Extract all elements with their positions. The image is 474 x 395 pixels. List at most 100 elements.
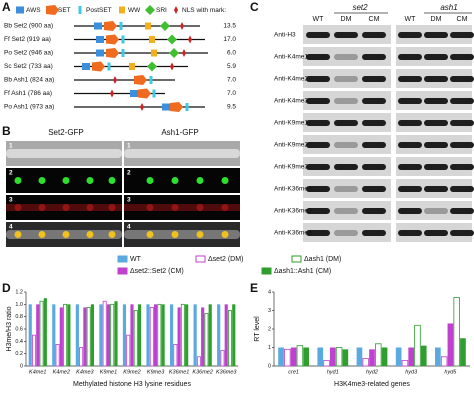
group-label: ash1 bbox=[440, 3, 457, 12]
legend-label: AWS bbox=[26, 7, 41, 14]
postset-domain bbox=[78, 6, 82, 14]
bar bbox=[408, 347, 415, 366]
bar bbox=[395, 347, 402, 366]
x-tick-label: hyd5 bbox=[444, 369, 457, 375]
bar bbox=[284, 348, 291, 367]
set-domain bbox=[92, 61, 105, 72]
bar bbox=[381, 347, 388, 366]
postset-domain bbox=[121, 49, 125, 57]
nucleus bbox=[62, 177, 70, 184]
bar bbox=[228, 310, 232, 367]
blot-band bbox=[398, 54, 422, 60]
blot-band bbox=[450, 54, 474, 60]
y-tick-label: 2 bbox=[268, 326, 271, 332]
blot-band bbox=[306, 164, 330, 170]
bar bbox=[169, 304, 174, 366]
ww-domain bbox=[149, 36, 155, 43]
y-tick-label: 0.6 bbox=[15, 326, 23, 332]
blot-band bbox=[398, 208, 422, 214]
row-number: 1 bbox=[9, 143, 13, 150]
nucleus bbox=[221, 177, 229, 184]
antibody-label: Anti-K36me2 bbox=[274, 208, 312, 215]
x-tick-label: K36me2 bbox=[192, 369, 213, 375]
blot-band bbox=[362, 164, 386, 170]
nucleus bbox=[62, 231, 70, 238]
blot-band bbox=[450, 120, 474, 126]
bar bbox=[435, 347, 441, 366]
bar bbox=[173, 344, 178, 367]
column-label: Set2-GFP bbox=[48, 128, 84, 137]
legend-label: WW bbox=[128, 7, 141, 14]
bar bbox=[453, 297, 460, 367]
bar bbox=[55, 344, 60, 367]
bar bbox=[122, 304, 127, 366]
lane-label: DM bbox=[341, 16, 352, 23]
ww-domain bbox=[119, 6, 125, 14]
x-tick-label: K4me2 bbox=[53, 369, 70, 375]
bar bbox=[232, 304, 236, 366]
blot-band bbox=[306, 98, 330, 104]
protein-value: 5.9 bbox=[227, 63, 236, 70]
bar bbox=[32, 334, 36, 367]
nucleus bbox=[14, 231, 22, 238]
y-tick-label: 1.2 bbox=[15, 289, 23, 295]
legend-swatch bbox=[261, 267, 272, 275]
x-tick-label: K4me1 bbox=[29, 369, 46, 375]
panel-label: A bbox=[2, 0, 11, 14]
bar bbox=[114, 301, 118, 366]
antibody-label: Anti-K4me2 bbox=[274, 76, 308, 83]
y-tick-label: 1.0 bbox=[15, 302, 23, 308]
blot-band bbox=[450, 164, 474, 170]
lane-label: WT bbox=[405, 16, 417, 23]
blot-band bbox=[424, 164, 448, 170]
bar bbox=[99, 304, 103, 366]
protein-value: 9.5 bbox=[227, 104, 236, 111]
blot-band bbox=[362, 208, 386, 214]
bar bbox=[196, 356, 201, 367]
x-tick-label: K9me2 bbox=[123, 369, 140, 375]
nucleus bbox=[86, 231, 94, 238]
bar bbox=[83, 307, 87, 366]
blot-band bbox=[306, 32, 330, 38]
blot-band bbox=[362, 186, 386, 192]
bar bbox=[130, 304, 134, 366]
nls-mark bbox=[110, 89, 114, 98]
sri-domain bbox=[160, 21, 170, 31]
bar bbox=[52, 304, 56, 366]
lane-label: DM bbox=[431, 16, 442, 23]
blot-band bbox=[450, 208, 474, 214]
bar bbox=[59, 307, 63, 366]
aws-domain bbox=[82, 63, 90, 70]
nucleus bbox=[14, 177, 22, 184]
blot-band bbox=[398, 120, 422, 126]
bar bbox=[369, 349, 375, 366]
sri-domain bbox=[147, 61, 157, 72]
antibody-label: Anti-K9me3 bbox=[274, 164, 308, 171]
nucleus bbox=[171, 231, 179, 238]
nucleus bbox=[108, 177, 116, 184]
bar bbox=[303, 347, 309, 366]
protein-value: 13.5 bbox=[223, 23, 236, 30]
protein-label: Ff Ash1 (786 aa) bbox=[4, 90, 52, 97]
blot-band bbox=[306, 142, 330, 148]
hypha bbox=[124, 230, 240, 239]
sri-domain bbox=[145, 5, 155, 15]
bar bbox=[153, 304, 158, 366]
bar bbox=[208, 304, 212, 366]
bar bbox=[447, 323, 454, 366]
set-domain bbox=[134, 75, 147, 85]
set-domain bbox=[104, 21, 117, 31]
row-number: 2 bbox=[127, 170, 131, 177]
bar bbox=[217, 304, 221, 366]
set-domain bbox=[106, 48, 119, 58]
blot-band bbox=[334, 230, 358, 236]
hypha bbox=[6, 149, 122, 158]
blot-band bbox=[334, 76, 358, 82]
set-domain bbox=[170, 102, 183, 112]
bar bbox=[149, 307, 154, 367]
x-tick-label: hyd2 bbox=[366, 369, 378, 375]
bar bbox=[193, 304, 197, 366]
blot-band bbox=[362, 32, 386, 38]
y-tick-label: 0.2 bbox=[15, 351, 23, 357]
antibody-label: Anti-K9me1 bbox=[274, 120, 308, 127]
